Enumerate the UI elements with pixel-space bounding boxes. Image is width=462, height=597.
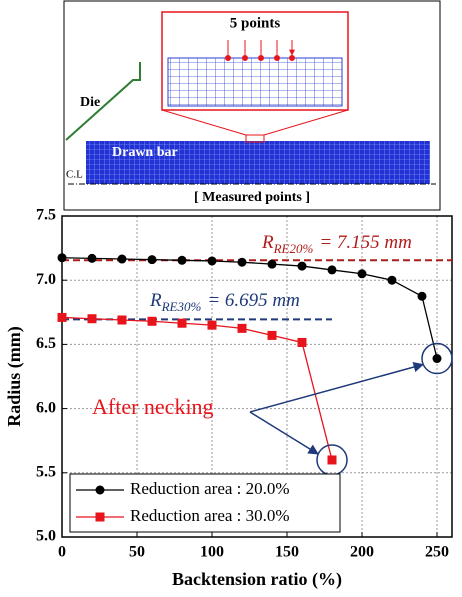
x-tick-label: 150 [275, 544, 299, 561]
centerline-label: C.L [66, 169, 83, 181]
marker [267, 259, 277, 269]
reference-subscript: RE30% [161, 299, 202, 314]
annotation-arrow [249, 411, 319, 455]
reference-label: RRE20% = 7.155 mm [261, 232, 412, 256]
zoom-box [245, 134, 265, 143]
y-axis-label: Radius (mm) [4, 326, 25, 427]
marker [87, 253, 97, 263]
x-tick-label: 250 [425, 544, 449, 561]
marker [57, 253, 67, 263]
marker [117, 315, 127, 325]
measure-points [225, 40, 295, 61]
series-line [61, 257, 438, 359]
x-tick-label: 50 [129, 544, 145, 561]
legend-marker [95, 512, 105, 522]
x-tick-label: 100 [200, 544, 224, 561]
marker [147, 255, 157, 265]
legend-frame [69, 473, 341, 533]
annotation: After necking [92, 394, 214, 419]
reference-text: = 7.155 mm [319, 232, 412, 253]
y-tick-label: 6.0 [36, 399, 56, 416]
y-tick-label: 6.5 [36, 335, 56, 352]
inset-title: 5 points [230, 15, 281, 31]
legend-label: Reduction area : 20.0% [130, 479, 290, 498]
inset-mesh [167, 57, 343, 107]
marker [327, 265, 337, 275]
marker [417, 291, 427, 301]
marker [297, 337, 307, 347]
die-label: Die [80, 95, 100, 110]
diagram: Die Drawn bar C.L 5 points [ Measured po… [63, 0, 441, 211]
marker [237, 257, 247, 267]
marker [147, 316, 157, 326]
chart: 0 50 100 150 200 250 5.0 5.5 6.0 6.5 7.0 7.5 Backten… [4, 207, 453, 590]
reference-symbol: R [261, 232, 274, 253]
legend-label: Reduction area : 30.0% [130, 506, 290, 525]
marker [177, 318, 187, 328]
y-tick-label: 7.0 [36, 271, 56, 288]
marker [387, 275, 397, 285]
diagram-caption: [ Measured points ] [194, 190, 310, 205]
marker [207, 320, 217, 330]
reference-label: RRE30% = 6.695 mm [149, 290, 300, 314]
legend-marker [95, 485, 105, 495]
legend: Reduction area : 20.0% Reduction area : 3… [69, 473, 341, 533]
x-axis-label: Backtension ratio (%) [172, 569, 342, 590]
marker [87, 314, 97, 324]
marker [267, 330, 277, 340]
marker [432, 354, 442, 364]
marker [207, 256, 217, 266]
y-tick-label: 5.0 [36, 528, 56, 545]
y-tick-label: 5.5 [36, 463, 56, 480]
series-line [61, 316, 333, 461]
reference-subscript: RE20% [273, 241, 314, 256]
marker [357, 269, 367, 279]
marker [177, 255, 187, 265]
marker [57, 312, 67, 322]
bar-label: Drawn bar [112, 145, 178, 160]
zoom-lines [161, 109, 349, 136]
x-tick-label: 200 [350, 544, 374, 561]
annotation-arrow [249, 361, 425, 413]
bar-mesh [86, 141, 430, 184]
reference-symbol: R [149, 290, 162, 311]
highlight-ring [421, 342, 453, 375]
marker [237, 323, 247, 333]
reference-text: = 6.695 mm [207, 290, 300, 311]
die-shape [65, 62, 141, 141]
marker [117, 254, 127, 264]
y-tick-label: 7.5 [36, 207, 56, 224]
x-tick-label: 0 [58, 544, 66, 561]
marker [327, 455, 337, 465]
plot-frame [61, 215, 453, 538]
marker [297, 261, 307, 271]
